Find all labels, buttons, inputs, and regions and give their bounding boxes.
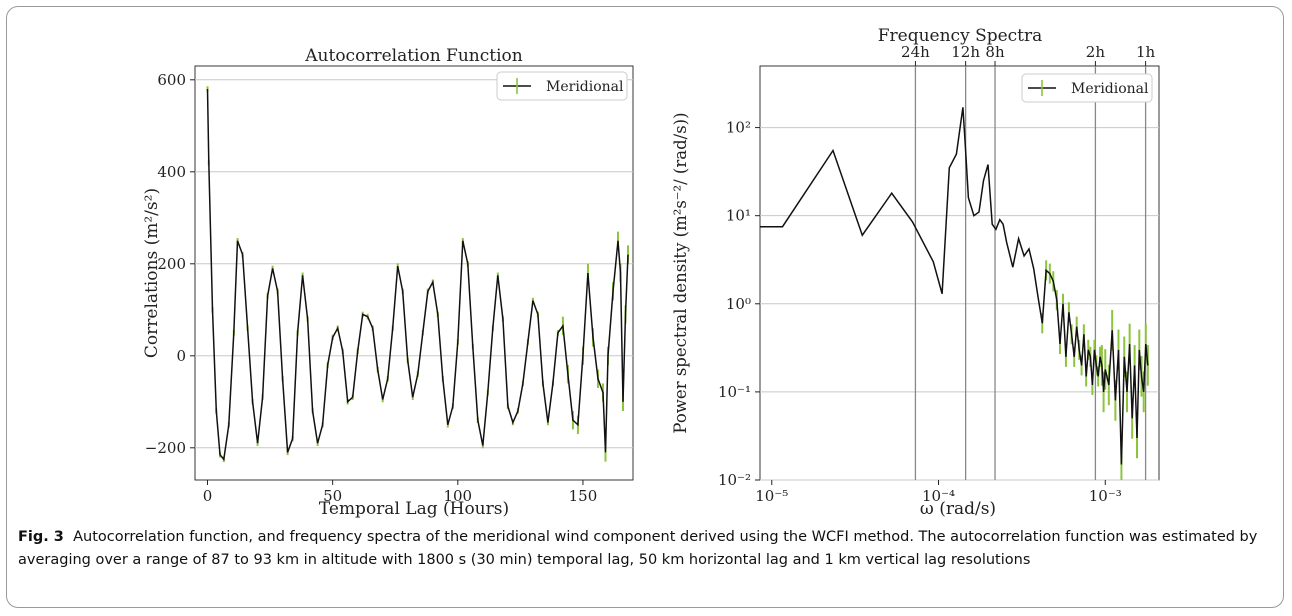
chart2-legend: Meridional (1021, 73, 1153, 103)
chart2-ticks: 10⁻² 10⁻¹ 10⁰ 10¹ 10² 10⁻⁵ 10⁻⁴ 10⁻³ (718, 119, 1122, 505)
chart2-period-label: 2h (1086, 43, 1106, 61)
chart2-data (760, 107, 1149, 480)
chart2-period-label: 1h (1136, 43, 1156, 61)
caption-text: Autocorrelation function, and frequency … (18, 529, 1258, 568)
chart2-title: Frequency Spectra (878, 26, 1043, 46)
chart2-period-label: 8h (985, 43, 1005, 61)
figure-caption: Fig. 3 Autocorrelation function, and fre… (18, 526, 1268, 572)
chart1-legend: Meridional (496, 71, 628, 101)
chart2-xtick-label: 10⁻⁴ (922, 487, 955, 505)
chart2-xtick-label: 10⁻³ (1089, 487, 1122, 505)
chart1-ytick-label: 0 (176, 347, 186, 365)
chart1-ytick-label: −200 (145, 439, 186, 457)
chart2-ytick-label: 10⁻² (718, 471, 751, 489)
chart2-ytick-label: 10² (726, 119, 751, 137)
chart1-ytick-label: 600 (157, 71, 186, 89)
chart1-xtick-label: 100 (443, 487, 472, 505)
chart1-ytick-label: 200 (157, 255, 186, 273)
chart1-legend-box (496, 71, 628, 101)
chart1-ylabel: Correlations (m²/s²) (142, 188, 162, 358)
chart1-xtick-label: 0 (203, 487, 213, 505)
chart2-ytick-label: 10¹ (726, 207, 751, 225)
chart2-ytick-label: 10⁰ (726, 295, 751, 313)
chart2-ytick-label: 10⁻¹ (718, 383, 751, 401)
chart2-period-lines: 24h 12h 8h 2h 1h (901, 43, 1156, 480)
chart2-xlabel: ω (rad/s) (920, 499, 996, 519)
chart2-series-line (760, 107, 1149, 465)
chart1-xtick-label: 50 (323, 487, 342, 505)
chart1-ytick-label: 400 (157, 163, 186, 181)
chart2-legend-box (1021, 73, 1153, 103)
chart2-legend-label: Meridional (1071, 81, 1149, 97)
chart2-period-label: 12h (951, 43, 980, 61)
chart1-series-line (206, 88, 629, 462)
chart2-xtick-label: 10⁻⁵ (755, 487, 788, 505)
chart1-title: Autocorrelation Function (304, 46, 523, 66)
chart1-data (206, 86, 629, 463)
chart1-ticks: −200 0 200 400 600 0 50 100 150 (145, 71, 597, 505)
chart1-plot-area (194, 65, 634, 481)
chart1-legend-label: Meridional (546, 79, 624, 95)
chart1-xtick-label: 150 (569, 487, 598, 505)
chart1-xlabel: Temporal Lag (Hours) (319, 499, 509, 519)
chart2-ylabel: Power spectral density (m²s⁻²/ (rad/s)) (671, 112, 690, 433)
chart2-period-label: 24h (901, 43, 930, 61)
autocorrelation-chart: −200 0 200 400 600 0 50 100 150 Autocorrelation … (142, 46, 634, 519)
caption-label: Fig. 3 (18, 529, 64, 545)
